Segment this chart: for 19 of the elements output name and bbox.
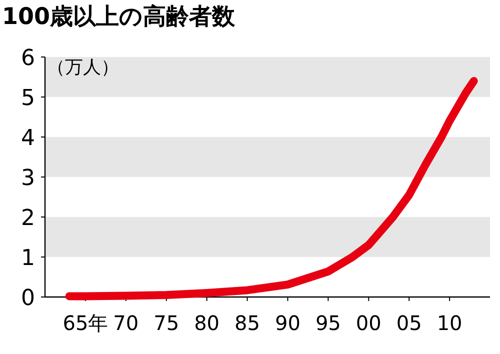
x-tick-label: 95 <box>315 311 341 335</box>
y-tick-label: 1 <box>21 246 35 271</box>
x-tick-label: 90 <box>275 311 300 335</box>
x-tick-label: 10 <box>436 311 462 335</box>
y-tick-label: 5 <box>21 86 35 111</box>
x-tick-label: 70 <box>113 311 139 335</box>
y-tick-label: 2 <box>21 206 35 231</box>
x-tick-label: 05 <box>396 311 422 335</box>
chart-title: 100歳以上の高齢者数 <box>2 3 236 30</box>
x-tick-label: 65年 <box>62 311 108 335</box>
x-tick-label: 85 <box>234 311 260 335</box>
y-tick-label: 6 <box>21 46 35 71</box>
x-tick-label: 75 <box>154 311 180 335</box>
x-tick-label: 00 <box>356 311 382 335</box>
y-tick-label: 4 <box>21 126 35 151</box>
x-tick-label: 80 <box>194 311 220 335</box>
y-axis-title: （万人） <box>47 57 119 78</box>
y-tick-label: 0 <box>21 286 35 311</box>
y-tick-label: 3 <box>21 166 35 191</box>
